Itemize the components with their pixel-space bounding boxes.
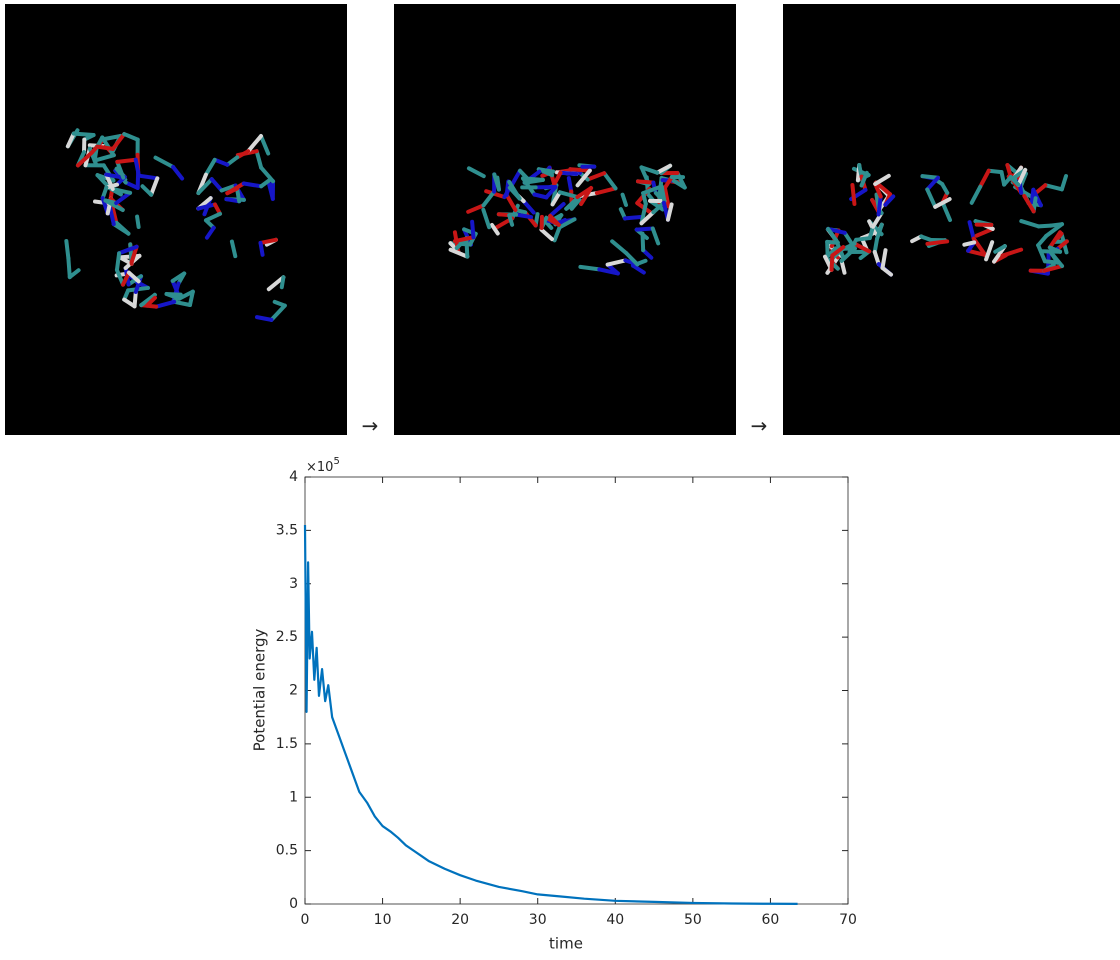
y-tick-label: 0.5 — [276, 843, 298, 859]
x-tick-label: 40 — [606, 912, 624, 928]
molecule-bond — [117, 160, 135, 162]
x-tick-label: 30 — [529, 912, 547, 928]
molecule-bond — [638, 181, 653, 182]
x-tick-label: 10 — [374, 912, 392, 928]
molecule-bond — [927, 241, 947, 243]
molecule-bond — [1032, 190, 1033, 202]
y-tick-label: 2.5 — [276, 629, 298, 645]
arrow: → — [362, 414, 379, 438]
molecule-bond — [190, 292, 193, 305]
molecule-panel — [5, 4, 347, 435]
molecule-bond — [856, 238, 870, 240]
molecule-bond — [570, 169, 589, 170]
molecule-bond — [97, 147, 113, 149]
y-exponent: ×105 — [306, 456, 340, 475]
plot-area — [305, 477, 848, 904]
molecule-bond — [637, 228, 653, 229]
x-tick-label: 0 — [301, 912, 310, 928]
y-exponent-power: 5 — [333, 456, 339, 467]
molecule-bond — [66, 241, 68, 258]
molecule-bond — [117, 253, 119, 270]
molecule-bond — [1042, 251, 1060, 252]
molecule-bond — [137, 217, 139, 227]
molecule-bond — [662, 186, 665, 201]
molecule-bond — [509, 215, 512, 225]
molecule-bond — [261, 243, 263, 255]
y-exponent-base: ×10 — [306, 460, 333, 475]
molecule-bond — [879, 197, 881, 215]
y-tick-label: 3.5 — [276, 522, 298, 538]
x-axis-label: time — [549, 935, 583, 953]
molecule-bond — [832, 255, 833, 269]
y-tick-label: 4 — [289, 469, 298, 485]
molecule-bond — [139, 176, 157, 179]
molecule-bond — [466, 238, 467, 256]
molecule-bond — [516, 215, 531, 217]
molecule-bond — [244, 184, 261, 187]
molecule-bond — [852, 185, 854, 204]
molecule-bond — [561, 173, 577, 174]
y-tick-label: 0 — [289, 896, 298, 912]
x-tick-label: 70 — [839, 912, 857, 928]
y-tick-label: 2 — [289, 683, 298, 699]
molecule-bond — [135, 292, 136, 306]
molecule-bond — [964, 242, 974, 244]
molecule-bond — [875, 239, 877, 252]
y-tick-label: 1 — [289, 789, 298, 805]
molecule-bond — [472, 222, 473, 237]
y-tick-label: 1.5 — [276, 736, 298, 752]
y-tick-label: 3 — [289, 576, 298, 592]
x-tick-label: 20 — [451, 912, 469, 928]
molecule-bond — [569, 178, 571, 191]
molecule-bond — [257, 317, 271, 320]
x-tick-label: 50 — [684, 912, 702, 928]
y-axis-label: Potential energy — [251, 629, 269, 752]
arrow: → — [751, 414, 768, 438]
molecule-bond — [282, 277, 284, 287]
molecule-bond — [580, 267, 599, 269]
x-tick-label: 60 — [762, 912, 780, 928]
molecule-bond — [497, 178, 499, 190]
molecule-bond — [68, 258, 69, 277]
molecule-bond — [625, 217, 641, 218]
